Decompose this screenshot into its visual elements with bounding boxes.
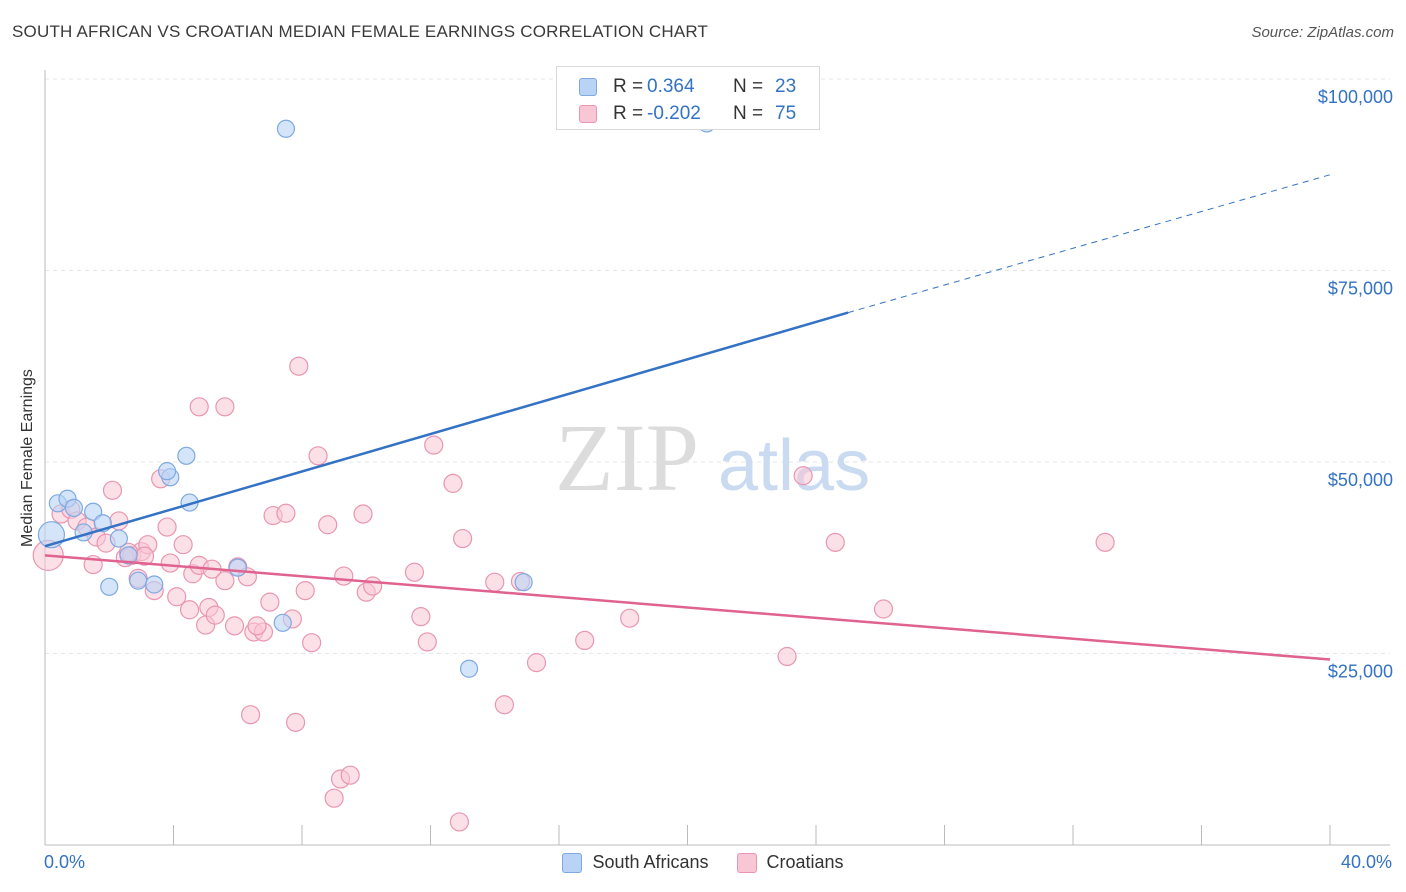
legend-row-croatians: R = -0.202 N = 75 bbox=[579, 102, 796, 126]
croatians-point bbox=[215, 397, 235, 417]
croatians-point bbox=[308, 446, 328, 466]
croatians-point bbox=[157, 517, 177, 537]
y-tick-label: $75,000 bbox=[1328, 278, 1393, 298]
south-africans-point bbox=[64, 498, 84, 518]
croatians-point bbox=[295, 581, 315, 601]
croatians-point bbox=[424, 435, 444, 455]
croatians-point bbox=[102, 480, 123, 500]
n-value: 23 bbox=[775, 76, 797, 97]
south-africans-point bbox=[119, 546, 138, 565]
croatians-point bbox=[224, 616, 245, 636]
watermark: ZIP atlas bbox=[555, 404, 870, 511]
trend-lines bbox=[44, 174, 1331, 661]
croatians-point bbox=[825, 532, 845, 552]
croatians-point bbox=[241, 705, 261, 725]
croatians-point bbox=[324, 788, 344, 808]
chart-title: SOUTH AFRICAN VS CROATIAN MEDIAN FEMALE … bbox=[12, 22, 709, 41]
south-africans-point bbox=[129, 571, 148, 590]
croatians-point bbox=[620, 608, 640, 628]
south-africans-swatch bbox=[562, 852, 583, 873]
croatians-point bbox=[443, 473, 463, 493]
south-africans-point bbox=[145, 575, 164, 594]
croatians-point bbox=[353, 504, 373, 524]
r-label: R = bbox=[613, 76, 644, 97]
croatians-point bbox=[453, 528, 473, 549]
croatians-swatch bbox=[579, 105, 597, 123]
watermark-zip: ZIP bbox=[555, 404, 699, 511]
croatians-point bbox=[285, 712, 306, 732]
croatians-point bbox=[575, 630, 595, 651]
croatians-point bbox=[411, 607, 431, 627]
croatians-point bbox=[302, 633, 322, 653]
south-africans-point bbox=[157, 462, 177, 481]
south-africans-swatch bbox=[579, 78, 597, 96]
south-africans-trend-extension bbox=[847, 174, 1331, 314]
x-min-label: 0.0% bbox=[44, 852, 86, 872]
south-africans-point bbox=[109, 529, 128, 548]
south-africans-point bbox=[276, 119, 296, 138]
grid-lines bbox=[45, 78, 1390, 654]
croatians-point bbox=[793, 466, 813, 486]
croatians-point bbox=[363, 576, 383, 596]
croatians-swatch bbox=[736, 852, 757, 873]
croatians-trend-line bbox=[44, 554, 1331, 661]
y-axis-label: Median Female Earnings bbox=[19, 369, 36, 547]
r-value: 0.364 bbox=[647, 76, 695, 97]
croatians-point bbox=[289, 356, 309, 376]
n-value: 75 bbox=[775, 103, 797, 124]
croatians-point bbox=[494, 695, 514, 715]
x-max-label: 40.0% bbox=[1340, 852, 1392, 872]
correlation-legend: R = 0.364 N = 23 R = -0.202 N = 75 bbox=[556, 66, 820, 130]
croatians-point bbox=[873, 599, 894, 619]
source-credit: Source: ZipAtlas.com bbox=[1251, 24, 1394, 41]
croatians-point bbox=[260, 592, 280, 612]
croatians-point bbox=[160, 553, 180, 573]
south-africans-point bbox=[177, 446, 196, 465]
croatians-point bbox=[215, 571, 235, 591]
croatians-point bbox=[247, 616, 267, 636]
croatians-point bbox=[1095, 532, 1115, 552]
legend-item-croatians[interactable]: Croatians bbox=[736, 852, 844, 873]
y-tick-label: $25,000 bbox=[1328, 661, 1393, 681]
croatians-point bbox=[318, 515, 338, 535]
south-africans-point bbox=[459, 659, 479, 678]
r-label: R = bbox=[613, 103, 644, 124]
south-africans-point bbox=[514, 573, 533, 592]
r-value: -0.202 bbox=[647, 103, 701, 124]
croatians-point bbox=[340, 765, 360, 785]
south-africans-point bbox=[100, 577, 119, 596]
croatians-point bbox=[173, 535, 193, 555]
croatians-point bbox=[205, 605, 225, 625]
y-tick-label: $100,000 bbox=[1318, 87, 1393, 107]
south-africans-point bbox=[273, 613, 292, 632]
legend-item-south-africans[interactable]: South Africans bbox=[562, 852, 709, 873]
legend-row-south-africans: R = 0.364 N = 23 bbox=[579, 75, 796, 99]
croatians-point bbox=[777, 646, 797, 667]
y-tick-labels: $25,000 $50,000 $75,000 $100,000 bbox=[1318, 87, 1393, 681]
croatians-point bbox=[404, 562, 425, 582]
axes bbox=[44, 70, 1390, 846]
croatians-point bbox=[189, 397, 209, 417]
croatians-point bbox=[276, 503, 296, 523]
y-tick-label: $50,000 bbox=[1328, 470, 1393, 490]
n-label: N = bbox=[733, 76, 764, 97]
croatians-point bbox=[179, 600, 200, 620]
watermark-atlas: atlas bbox=[718, 426, 870, 506]
n-label: N = bbox=[733, 103, 764, 124]
legend-label: South Africans bbox=[592, 852, 709, 872]
croatians-point bbox=[167, 587, 187, 607]
south-africans-trend-line bbox=[44, 311, 849, 548]
series-legend: South Africans Croatians bbox=[0, 852, 1406, 873]
legend-label: Croatians bbox=[766, 852, 844, 872]
south-africans-point bbox=[228, 558, 247, 577]
croatians-point bbox=[449, 812, 470, 832]
croatians-point bbox=[526, 653, 547, 673]
croatians-point bbox=[334, 566, 354, 586]
croatians-point bbox=[485, 572, 505, 592]
croatians-point bbox=[417, 632, 437, 652]
